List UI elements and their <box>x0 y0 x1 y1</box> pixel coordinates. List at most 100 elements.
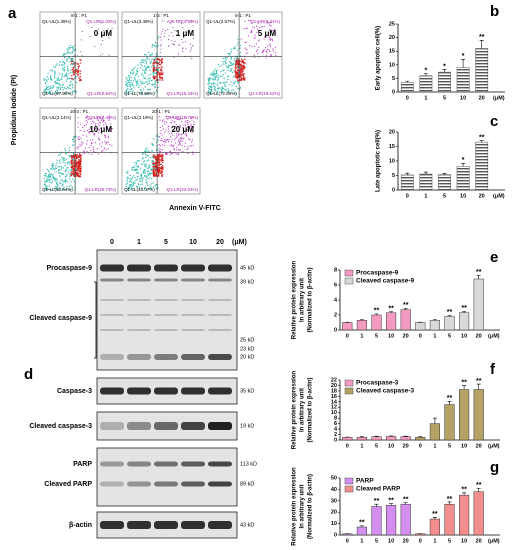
cell-dot <box>77 69 79 71</box>
cell-dot <box>190 117 192 120</box>
cell-dot <box>50 90 52 92</box>
blot-band <box>100 329 124 331</box>
cell-dot <box>255 43 257 45</box>
y-tick-label: 0 <box>334 327 337 333</box>
bar <box>386 505 397 536</box>
cell-dot <box>227 78 229 81</box>
cell-dot <box>67 69 69 71</box>
x-tick-label: 10 <box>388 333 394 339</box>
cell-dot <box>75 156 77 158</box>
cell-dot <box>161 137 163 140</box>
quadrant-label: Q1-UL(2.57%) <box>206 19 236 24</box>
blot-band <box>127 387 151 395</box>
cell-dot <box>151 44 154 46</box>
cell-dot <box>145 62 147 65</box>
y-tick-label: 6 <box>334 282 337 288</box>
cell-dot <box>158 35 160 38</box>
y-tick-label: 5 <box>392 76 395 82</box>
cell-dot <box>261 50 264 52</box>
cell-dot <box>232 89 234 91</box>
cell-dot <box>153 70 155 72</box>
cell-dot <box>217 88 219 90</box>
quadrant-label: Q1-LL(72.89%) <box>206 91 237 96</box>
cell-dot <box>161 173 164 176</box>
cell-dot <box>65 87 68 90</box>
cell-dot <box>131 176 134 179</box>
quadrant-label: Q1-LL(97.95%) <box>42 91 73 96</box>
cell-dot <box>161 166 163 168</box>
cell-dot <box>142 69 144 71</box>
cell-dot <box>239 64 242 67</box>
x-tick-label: 1 <box>433 443 436 449</box>
cell-dot <box>160 172 162 174</box>
cell-dot <box>192 25 194 27</box>
x-tick-label: 0 <box>346 538 349 544</box>
y-tick-label: 12 <box>331 405 337 411</box>
cell-dot <box>227 89 230 92</box>
cell-dot <box>164 121 166 123</box>
cell-dot <box>172 35 174 37</box>
cell-dot <box>158 148 160 150</box>
cell-dot <box>141 157 144 160</box>
significance: ** <box>359 520 365 527</box>
plot-frame <box>39 11 119 99</box>
cell-dot <box>161 79 164 81</box>
cell-dot <box>165 152 167 154</box>
cell-dot <box>137 75 139 78</box>
cell-dot <box>150 66 152 68</box>
cell-dot <box>165 139 167 142</box>
plot-title: 10-3 : P1 <box>70 109 89 114</box>
cell-dot <box>78 175 81 178</box>
cell-dot <box>72 173 74 176</box>
cell-dot <box>178 139 180 141</box>
cell-dot <box>230 62 232 65</box>
cell-dot <box>162 161 164 164</box>
cell-dot <box>164 30 167 32</box>
cell-dot <box>175 137 177 140</box>
cell-dot <box>254 45 256 47</box>
cell-dot <box>65 73 68 76</box>
cell-dot <box>236 44 239 46</box>
quadrant-label: Q1-UR(7.49%) <box>86 115 116 120</box>
cell-dot <box>162 119 164 121</box>
blot-band <box>100 521 124 529</box>
cell-dot <box>239 55 241 57</box>
cell-dot <box>76 154 78 156</box>
cell-dot <box>62 159 64 161</box>
cell-dot <box>164 32 166 34</box>
x-tick-label: 1 <box>433 538 436 544</box>
cell-dot <box>172 26 174 29</box>
cell-dot <box>224 72 226 74</box>
cell-dot <box>68 189 71 191</box>
cell-dot <box>132 71 135 73</box>
cell-dot <box>60 78 62 81</box>
cell-dot <box>213 85 215 88</box>
cell-dot <box>249 44 251 46</box>
cell-dot <box>214 68 216 71</box>
cell-dot <box>47 188 49 190</box>
cell-dot <box>251 45 253 48</box>
cell-dot <box>107 135 109 137</box>
cell-dot <box>160 64 162 66</box>
cell-dot <box>125 92 127 95</box>
cell-dot <box>242 70 244 73</box>
size-label: 19 kD <box>240 423 254 429</box>
cell-dot <box>98 129 100 131</box>
cell-dot <box>208 88 211 90</box>
cell-dot <box>147 149 149 152</box>
y-tick-label: 22 <box>331 377 337 383</box>
cell-dot <box>185 117 188 119</box>
cell-dot <box>155 71 158 74</box>
cell-dot <box>149 88 151 91</box>
cell-dot <box>241 69 243 71</box>
bar <box>459 389 470 441</box>
cell-dot <box>233 92 236 94</box>
cell-dot <box>222 82 224 84</box>
cell-dot <box>149 93 151 95</box>
cell-dot <box>68 178 71 180</box>
cell-dot <box>149 77 151 80</box>
cell-dot <box>64 181 67 183</box>
cell-dot <box>44 188 46 190</box>
x-axis-title: Annexin V-FITC <box>169 205 221 212</box>
cell-dot <box>51 181 54 183</box>
